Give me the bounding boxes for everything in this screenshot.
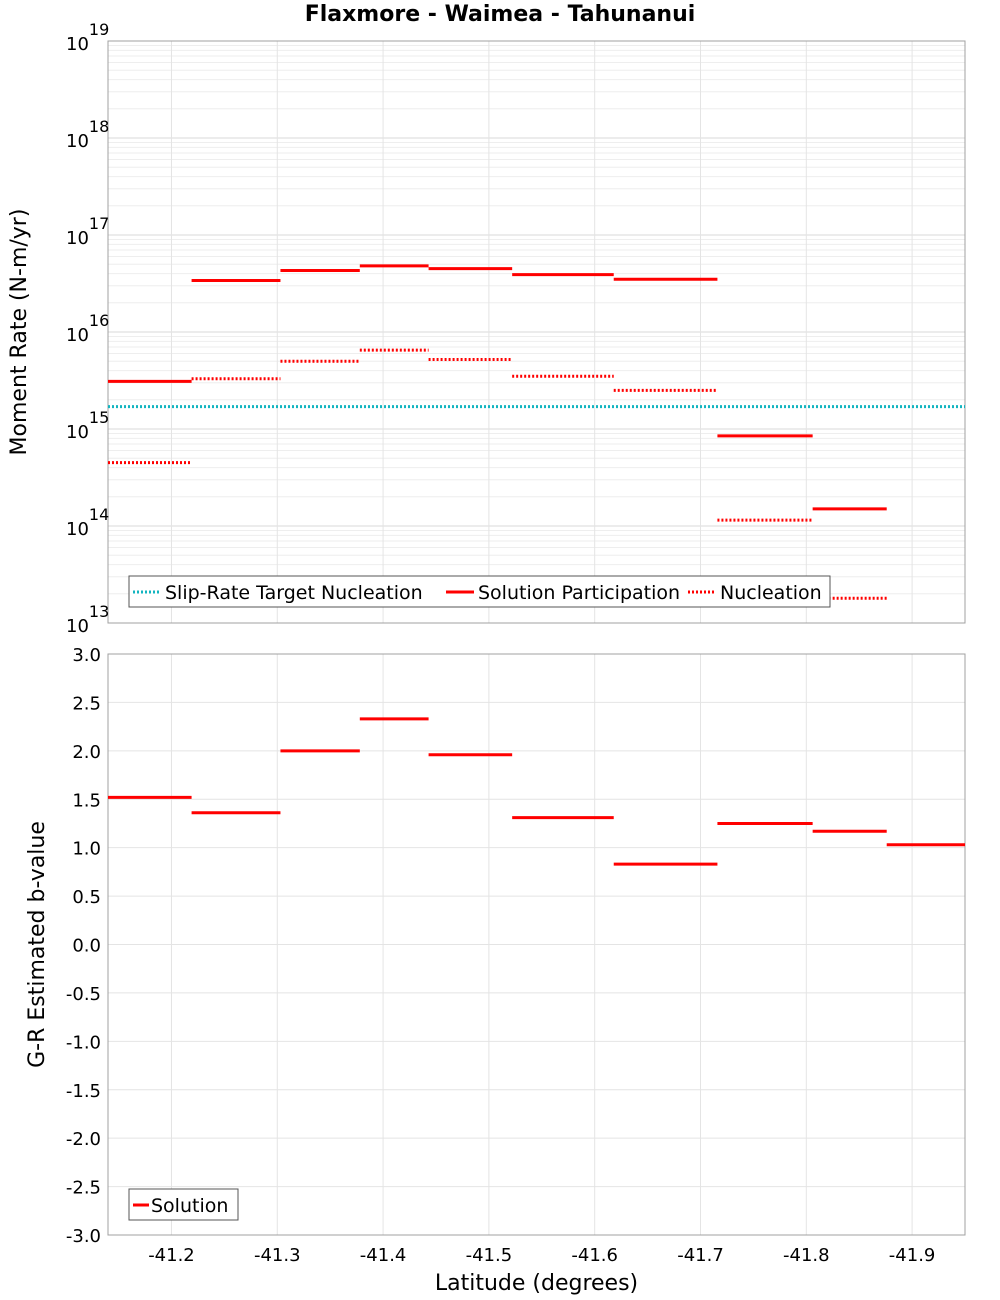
x-tick-label: -41.3 [254,1245,301,1266]
moment-rate-plot: 1019 1018 1017 1016 1015 1014 1013 Moment Rate … [7,20,966,637]
y-tick-label: 1013 [66,602,109,637]
chart-title: Flaxmore - Waimea - Tahunanui [304,2,696,27]
y-tick-label: 3.0 [72,645,101,666]
legend-label: Solution Participation [478,582,680,604]
x-tick-label: -41.8 [783,1245,830,1266]
y-tick-label: -1.0 [66,1032,101,1053]
y-axis-label: Moment Rate (N-m/yr) [7,209,32,456]
plot-frame [107,653,966,1236]
x-tick-label: -41.2 [148,1245,195,1266]
legend: Slip-Rate Target Nucleation Solution Part… [128,575,831,608]
y-tick-label: 1017 [66,214,109,249]
y-tick-label: 1.5 [72,790,101,811]
y-tick-label: 0.0 [72,936,101,957]
y-tick-label: -0.5 [66,984,101,1005]
y-tick-label: 1.0 [72,839,101,860]
y-tick-label: 1014 [66,505,109,540]
x-tick-label: -41.5 [466,1245,513,1266]
x-tick-label: -41.4 [360,1245,407,1266]
y-tick-label: 0.5 [72,887,101,908]
y-tick-label: 1018 [66,117,109,152]
y-tick-label: 1016 [66,311,109,346]
x-axis-label: Latitude (degrees) [435,1271,638,1296]
x-tick-label: -41.6 [571,1245,618,1266]
x-tick-label: -41.9 [889,1245,936,1266]
y-tick-label: -2.0 [66,1129,101,1150]
b-value-plot: 3.0 2.5 2.0 1.5 1.0 0.5 0.0 -0.5 -1.0 -1.5 -2.0 -2.… [25,645,966,1296]
legend-label: Slip-Rate Target Nucleation [165,582,423,604]
legend-label: Solution [151,1195,228,1217]
y-tick-label: -3.0 [66,1226,101,1247]
y-tick-label: 1015 [66,408,109,443]
plot-frame [107,40,966,624]
y-tick-label: 2.5 [72,693,101,714]
y-tick-label: -2.5 [66,1178,101,1199]
y-axis-label: G-R Estimated b-value [25,821,50,1068]
y-tick-label: 2.0 [72,742,101,763]
y-tick-label: -1.5 [66,1081,101,1102]
legend-label: Nucleation [720,582,822,604]
x-tick-label: -41.7 [677,1245,724,1266]
legend: Solution [128,1188,239,1221]
y-tick-label: 1019 [66,20,109,55]
